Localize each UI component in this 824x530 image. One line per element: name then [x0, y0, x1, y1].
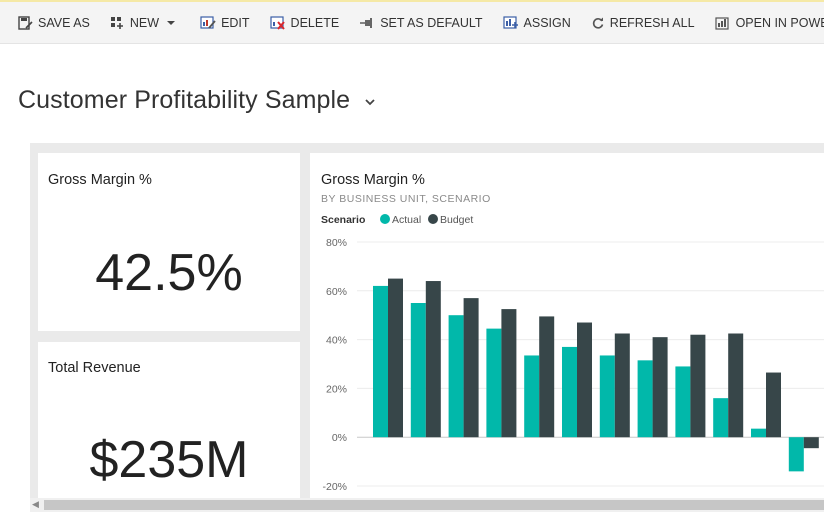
- legend-marker-actual: [380, 214, 390, 224]
- bar-actual: [788, 437, 804, 472]
- bar-budget: [803, 437, 819, 449]
- y-tick-label: 60%: [326, 286, 347, 298]
- chevron-down-icon: [167, 20, 176, 25]
- delete-button[interactable]: DELETE: [269, 2, 340, 44]
- edit-icon: [200, 15, 216, 29]
- bar-budget: [388, 278, 403, 438]
- tile-title: Total Revenue: [48, 360, 141, 376]
- y-tick-label: -20%: [322, 481, 347, 493]
- legend-title: Scenario: [321, 214, 365, 226]
- y-tick-label: 80%: [326, 237, 347, 249]
- bar-budget: [766, 372, 781, 438]
- refresh-all-label: REFRESH ALL: [609, 15, 695, 30]
- save-as-button[interactable]: SAVE AS: [18, 2, 90, 44]
- bar-actual: [373, 285, 388, 438]
- scrollbar-thumb[interactable]: [44, 500, 824, 510]
- pin-icon: [360, 17, 373, 28]
- save-as-label: SAVE AS: [38, 15, 90, 30]
- bar-budget: [652, 337, 668, 438]
- bar-budget: [614, 333, 630, 438]
- y-tick-label: 40%: [326, 335, 347, 347]
- bar-actual: [751, 428, 766, 438]
- new-dropdown-button[interactable]: [165, 2, 182, 44]
- power-bi-icon: [714, 16, 729, 30]
- bar-budget: [425, 281, 441, 438]
- kpi-value: 42.5%: [95, 244, 243, 302]
- page-header: Customer Profitability Sample: [18, 86, 376, 115]
- bar-budget: [728, 333, 744, 438]
- bar-actual: [448, 315, 464, 438]
- edit-label: EDIT: [221, 15, 250, 30]
- legend-label-budget: Budget: [440, 214, 473, 226]
- legend-marker-budget: [428, 214, 438, 224]
- bar-budget: [501, 309, 517, 438]
- open-in-power-bi-button[interactable]: OPEN IN POWER BI: [714, 2, 824, 44]
- bar-budget: [463, 298, 479, 438]
- bar-budget: [690, 334, 706, 438]
- open-in-power-bi-label: OPEN IN POWER BI: [735, 15, 824, 30]
- scroll-left-icon[interactable]: ◀: [32, 499, 39, 509]
- set-as-default-button[interactable]: SET AS DEFAULT: [359, 2, 483, 44]
- bar-actual: [637, 360, 653, 438]
- save-as-icon: [18, 15, 33, 30]
- total-revenue-tile[interactable]: Total Revenue $235M: [38, 342, 300, 503]
- chart-subtitle: BY BUSINESS UNIT, SCENARIO: [321, 193, 491, 205]
- gross-margin-tile[interactable]: Gross Margin % 42.5%: [38, 153, 300, 331]
- assign-label: ASSIGN: [523, 15, 571, 30]
- tile-title: Gross Margin %: [48, 172, 152, 188]
- bar-actual: [675, 366, 691, 438]
- bar-actual: [524, 355, 540, 438]
- dashboard-canvas: Gross Margin % 42.5% Total Revenue $235M…: [30, 143, 824, 503]
- assign-button[interactable]: ASSIGN: [502, 2, 571, 44]
- edit-button[interactable]: EDIT: [200, 2, 250, 44]
- bar-budget: [539, 316, 555, 438]
- refresh-all-button[interactable]: REFRESH ALL: [591, 2, 695, 44]
- new-button[interactable]: NEW: [110, 2, 159, 44]
- assign-icon: [502, 15, 518, 29]
- bar-budget: [577, 322, 592, 438]
- bar-actual: [562, 346, 577, 438]
- bar-actual: [486, 328, 502, 438]
- page-title: Customer Profitability Sample: [18, 86, 351, 114]
- y-tick-label: 0%: [332, 432, 347, 444]
- kpi-value: $235M: [89, 431, 249, 489]
- horizontal-scrollbar[interactable]: ◀: [30, 498, 824, 512]
- set-as-default-label: SET AS DEFAULT: [380, 15, 483, 30]
- bar-actual: [713, 398, 729, 438]
- refresh-icon: [592, 17, 604, 29]
- delete-label: DELETE: [290, 15, 340, 30]
- bar-actual: [599, 355, 615, 438]
- new-label: NEW: [129, 15, 160, 30]
- delete-icon: [269, 15, 285, 30]
- legend-label-actual: Actual: [392, 214, 421, 226]
- chevron-down-icon[interactable]: [364, 97, 376, 107]
- top-accent-line: [0, 0, 824, 2]
- new-icon: [110, 16, 123, 29]
- bar-actual: [410, 303, 426, 438]
- y-tick-label: 20%: [326, 383, 347, 395]
- gross-margin-chart-tile[interactable]: Gross Margin % BY BUSINESS UNIT, SCENARI…: [310, 153, 824, 503]
- chart-title: Gross Margin %: [321, 172, 425, 188]
- command-toolbar: SAVE AS NEW EDIT DELETE: [0, 2, 824, 44]
- bar-chart: ScenarioActualBudget80%60%40%20%0%-20%ES…: [321, 214, 824, 493]
